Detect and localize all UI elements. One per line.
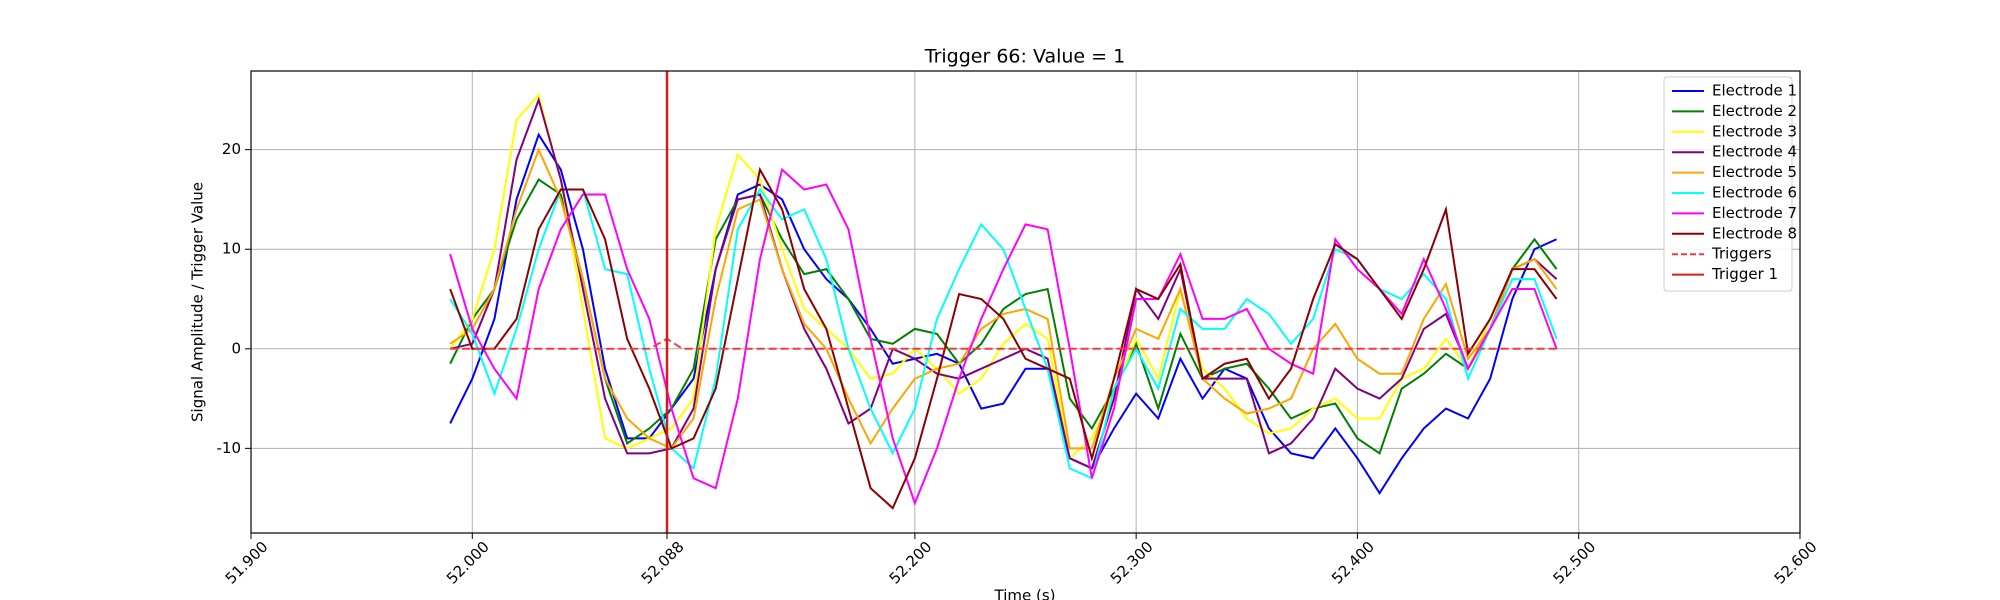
x-tick-label: 51.900 — [222, 538, 272, 588]
series-line — [449, 178, 1558, 455]
x-tick-label: 52.300 — [1107, 538, 1157, 588]
legend-label: Electrode 5 — [1712, 163, 1797, 181]
x-tick-label: 52.500 — [1549, 538, 1599, 588]
y-axis-label: Signal Amplitude / Trigger Value — [189, 182, 207, 422]
series-line — [449, 147, 1558, 450]
y-tick-label: -10 — [217, 439, 242, 457]
x-axis-label: Time (s) — [994, 587, 1056, 600]
plot-frame — [250, 70, 1801, 534]
legend-label: Trigger 1 — [1711, 265, 1778, 283]
legend-label: Electrode 1 — [1712, 82, 1797, 100]
x-tick-label: 52.600 — [1771, 538, 1821, 588]
legend-label: Electrode 8 — [1712, 224, 1797, 242]
x-tick-label: 52.400 — [1328, 538, 1378, 588]
series-line — [449, 92, 1558, 461]
series-line — [449, 96, 1558, 470]
series-line — [449, 167, 1558, 506]
legend-box — [1663, 76, 1793, 292]
x-tick-label: 52.000 — [443, 538, 493, 588]
legend-label: Triggers — [1711, 245, 1772, 263]
legend-label: Electrode 3 — [1712, 122, 1797, 140]
legend-label: Electrode 2 — [1712, 102, 1797, 120]
y-tick-label: 10 — [222, 240, 241, 258]
y-tick-label: 20 — [222, 140, 241, 158]
x-tick-label: 52.088 — [638, 538, 688, 588]
legend-label: Electrode 7 — [1712, 204, 1797, 222]
chart-title: Trigger 66: Value = 1 — [924, 46, 1125, 68]
legend-label: Electrode 6 — [1712, 184, 1797, 202]
legend-label: Electrode 4 — [1712, 143, 1797, 161]
y-tick-label: 0 — [231, 339, 241, 357]
series-line — [449, 166, 1558, 510]
x-tick-label: 52.200 — [886, 538, 936, 588]
